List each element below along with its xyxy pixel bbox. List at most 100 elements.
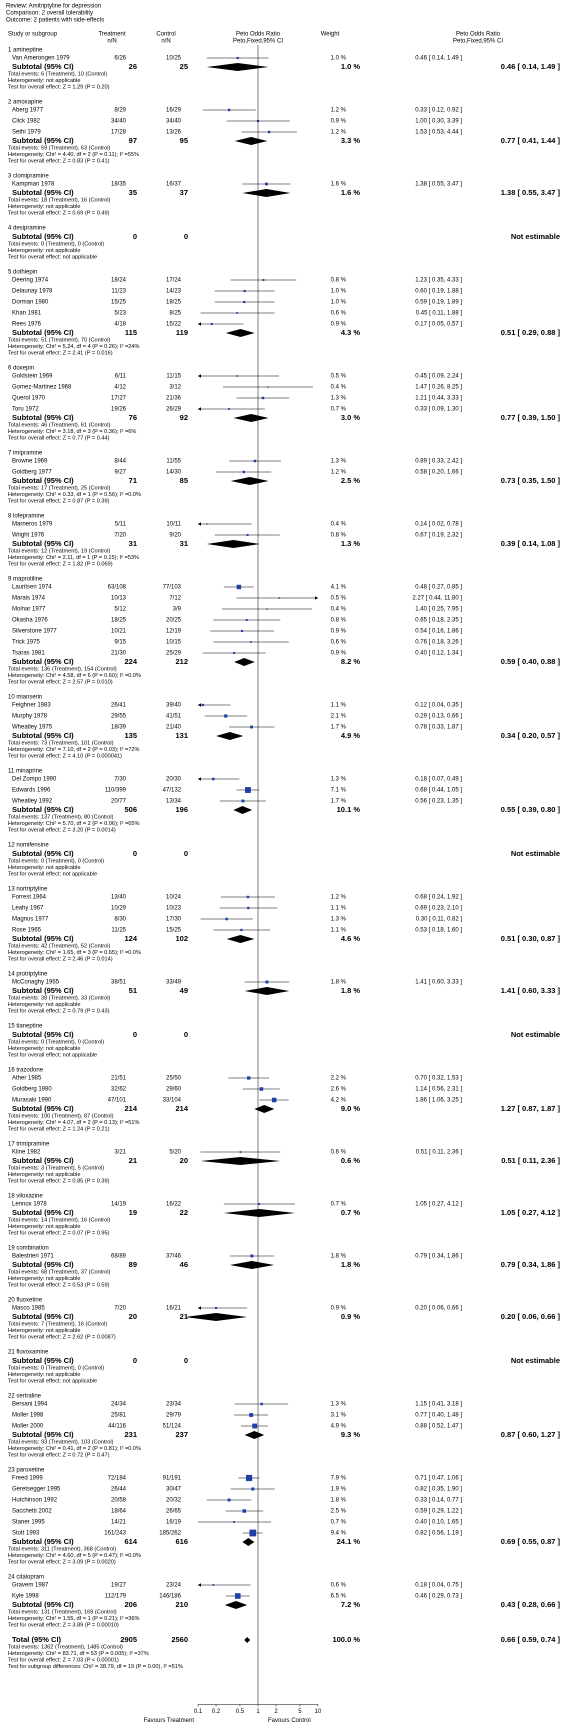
note: Heterogeneity: not applicable bbox=[8, 1328, 80, 1334]
ci-text: 0.67 [ 0.19, 2.32 ] bbox=[415, 533, 462, 539]
control-count: 33/49 bbox=[166, 980, 182, 986]
subtotal-ci: 0.77 [ 0.41, 1.44 ] bbox=[501, 136, 561, 145]
treatment-count: 18/39 bbox=[111, 725, 127, 731]
col-ci: Peto Odds Ratio bbox=[456, 32, 501, 38]
note: Heterogeneity: Chi² = 2.11, df = 1 (P = … bbox=[8, 555, 139, 561]
note: Heterogeneity: not applicable bbox=[8, 1276, 80, 1282]
treatment-count: 63/108 bbox=[108, 585, 127, 591]
study-name: Lennox 1978 bbox=[12, 1202, 47, 1208]
note: Test for overall effect: Z = 2.46 (P = 0… bbox=[8, 956, 113, 962]
ci-text: 0.12 [ 0.04, 0.35 ] bbox=[415, 703, 462, 709]
subtotal-diamond bbox=[242, 189, 291, 197]
x-tick-label: 1 bbox=[256, 1709, 260, 1715]
study-square bbox=[245, 1474, 253, 1482]
ci-text: 1.53 [ 0.53, 4.44 ] bbox=[415, 130, 462, 136]
weight: 1.2 % bbox=[331, 895, 347, 901]
study-square bbox=[236, 375, 238, 377]
note: Total events: 131 (Treatment), 169 (Cont… bbox=[8, 1609, 117, 1615]
control-count: 17/30 bbox=[166, 917, 182, 923]
study-name: Goldstein 1969 bbox=[12, 374, 53, 380]
control-count: 3/9 bbox=[173, 607, 182, 613]
total-weight: 100.0 % bbox=[332, 1635, 360, 1644]
control-count: 47/132 bbox=[163, 788, 182, 794]
note: Heterogeneity: Chi² = 5.24, df = 4 (P = … bbox=[8, 344, 139, 350]
weight: 1.1 % bbox=[331, 703, 347, 709]
weight: 7.9 % bbox=[331, 1476, 347, 1482]
subtotal-treatment: 124 bbox=[124, 934, 137, 943]
note: Test for overall effect: Z = 7.03 (P < 0… bbox=[8, 1657, 119, 1663]
subtotal-label: Subtotal (95% CI) bbox=[12, 1600, 74, 1609]
note: Total events: 51 (Treatment), 70 (Contro… bbox=[8, 337, 111, 343]
group-name: 21 fluvoxamine bbox=[8, 1350, 49, 1356]
study-name: Stott 1993 bbox=[12, 1531, 40, 1537]
group-name: 24 citalopram bbox=[8, 1575, 44, 1581]
subtotal-treatment: 20 bbox=[129, 1312, 137, 1321]
study-name: Murphy 1978 bbox=[12, 714, 48, 720]
ci-text: 0.65 [ 0.18, 2.35 ] bbox=[415, 618, 462, 624]
note: Heterogeneity: Chi² = 4.40, df = 2 (P = … bbox=[8, 152, 139, 158]
note: Test for overall effect: not applicable bbox=[8, 1378, 97, 1384]
weight: 0.4 % bbox=[331, 522, 347, 528]
study-square bbox=[249, 1529, 257, 1537]
study-square bbox=[246, 534, 249, 536]
subtotal-treatment: 115 bbox=[125, 328, 137, 337]
note: Test for overall effect: Z = 2.41 (P = 0… bbox=[8, 350, 113, 356]
weight: 1.8 % bbox=[331, 980, 347, 986]
study-name: Kampman 1978 bbox=[12, 182, 55, 188]
x-tick-label: 0.5 bbox=[236, 1709, 245, 1715]
ci-text: 0.88 [ 0.52, 1.47 ] bbox=[415, 1424, 462, 1430]
control-count: 16/29 bbox=[166, 108, 182, 114]
col-control-unit: n/N bbox=[161, 39, 170, 45]
treatment-count: 21/30 bbox=[111, 651, 127, 657]
subtotal-control: 0 bbox=[184, 1030, 188, 1039]
control-count: 39/40 bbox=[166, 703, 182, 709]
study-name: Balestrieri 1971 bbox=[12, 1254, 54, 1260]
subtotal-treatment: 224 bbox=[124, 657, 137, 666]
note: Test for overall effect: not applicable bbox=[8, 871, 97, 877]
treatment-count: 21/51 bbox=[111, 1076, 127, 1082]
subtotal-ci: 0.51 [ 0.11, 2.36 ] bbox=[501, 1156, 560, 1165]
weight: 0.6 % bbox=[331, 1150, 347, 1156]
study-name: Del Zompo 1990 bbox=[12, 777, 57, 783]
note: Total events: 7 (Treatment), 16 (Control… bbox=[8, 1321, 107, 1327]
subtotal-diamond bbox=[184, 1313, 248, 1321]
subtotal-label: Subtotal (95% CI) bbox=[12, 1208, 74, 1217]
control-count: 23/34 bbox=[166, 1402, 182, 1408]
control-count: 16/19 bbox=[166, 1520, 182, 1526]
treatment-count: 5/23 bbox=[114, 311, 126, 317]
subtotal-label: Subtotal (95% CI) bbox=[12, 1104, 74, 1113]
ci-text: 1.14 [ 0.56, 2.31 ] bbox=[415, 1087, 462, 1093]
note: Total events: 14 (Treatment), 16 (Contro… bbox=[8, 1217, 111, 1223]
subtotal-label: Subtotal (95% CI) bbox=[12, 849, 74, 858]
ci-text: 0.76 [ 0.18, 3.26 ] bbox=[415, 640, 462, 646]
study-square bbox=[262, 279, 265, 281]
weight: 9.4 % bbox=[331, 1531, 347, 1537]
control-count: 23/24 bbox=[166, 1583, 182, 1589]
study-name: Click 1982 bbox=[12, 119, 41, 125]
note: Test for overall effect: Z = 1.29 (P = 0… bbox=[8, 84, 110, 90]
ci-text: 1.00 [ 0.30, 3.39 ] bbox=[415, 119, 462, 125]
study-square bbox=[233, 1521, 236, 1523]
treatment-count: 110/399 bbox=[105, 788, 127, 794]
subtotal-ci: 0.87 [ 0.60, 1.27 ] bbox=[501, 1430, 561, 1439]
subtotal-diamond bbox=[254, 1105, 275, 1113]
study-name: Murasaki 1990 bbox=[12, 1098, 52, 1104]
study-square bbox=[224, 714, 228, 718]
subtotal-treatment: 76 bbox=[129, 413, 137, 422]
subtotal-control: 196 bbox=[175, 805, 188, 814]
subtotal-ci: 0.43 [ 0.28, 0.66 ] bbox=[501, 1600, 561, 1609]
subtotal-diamond bbox=[244, 1431, 265, 1439]
ci-text: 0.77 [ 0.40, 1.48 ] bbox=[415, 1413, 462, 1419]
group-name: 6 doxepin bbox=[8, 366, 34, 372]
study-square bbox=[267, 386, 269, 388]
subtotal-diamond bbox=[242, 1538, 255, 1546]
study-square bbox=[212, 777, 215, 781]
weight: 1.7 % bbox=[331, 799, 347, 805]
note: Test for overall effect: Z = 4.10 (P = 0… bbox=[8, 753, 122, 759]
control-count: 13/34 bbox=[166, 799, 182, 805]
study-name: Marais 1974 bbox=[12, 596, 46, 602]
ci-text: 1.40 [ 0.25, 7.95 ] bbox=[415, 607, 462, 613]
note: Heterogeneity: not applicable bbox=[8, 204, 80, 210]
control-count: 26/65 bbox=[166, 1509, 182, 1515]
control-count: 12/19 bbox=[166, 629, 182, 635]
